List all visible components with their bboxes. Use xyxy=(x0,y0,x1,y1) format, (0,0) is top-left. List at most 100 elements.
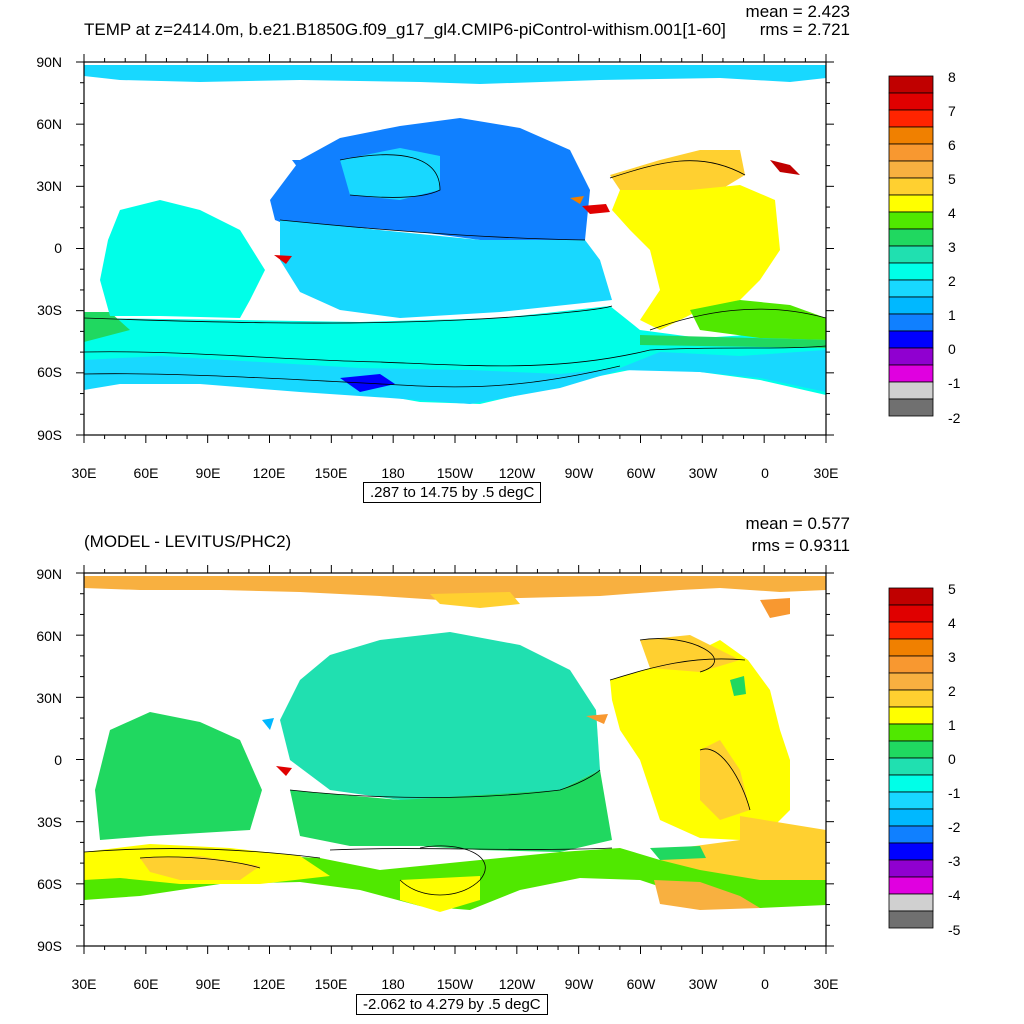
bottom-colorbar-labels: 5 4 3 2 1 0 -1 -2 -3 -4 -5 xyxy=(948,581,961,938)
top-contour-info: .287 to 14.75 by .5 degC xyxy=(363,482,542,503)
colorbar-swatch xyxy=(888,143,934,162)
colorbar-swatch xyxy=(888,774,934,793)
top-lat-label: 0 xyxy=(54,240,62,256)
bottom-lat-label: 90N xyxy=(36,566,62,582)
colorbar-swatch xyxy=(888,842,934,861)
top-colorbar-label: 8 xyxy=(948,69,956,85)
top-lat-label: 60N xyxy=(36,116,62,132)
bottom-colorbar-label: -4 xyxy=(948,887,961,903)
top-colorbar xyxy=(888,75,934,417)
colorbar-swatch xyxy=(888,194,934,213)
bottom-lon-label: 120W xyxy=(499,976,536,992)
top-panel-title: TEMP at z=2414.0m, b.e21.B1850G.f09_g17_… xyxy=(84,20,726,39)
colorbar-swatch xyxy=(888,740,934,759)
bottom-colorbar-label: 2 xyxy=(948,683,956,699)
bottom-colorbar-label: 4 xyxy=(948,615,956,631)
top-lon-label: 30E xyxy=(72,465,97,481)
bottom-lat-labels: 90N 60N 30N 0 30S 60S 90S xyxy=(36,566,62,954)
top-lat-label: 60S xyxy=(37,364,62,380)
bottom-lon-label: 30E xyxy=(814,976,839,992)
colorbar-swatch xyxy=(888,262,934,281)
bottom-mean-stat: mean = 0.577 xyxy=(745,514,850,533)
top-colorbar-label: 4 xyxy=(948,205,956,221)
top-colorbar-label: 1 xyxy=(948,307,956,323)
bottom-colorbar-label: -3 xyxy=(948,853,961,869)
colorbar-swatch xyxy=(888,893,934,912)
bottom-lat-label: 30S xyxy=(37,814,62,830)
bottom-lat-label: 60S xyxy=(37,876,62,892)
bottom-lon-label: 30E xyxy=(72,976,97,992)
top-lon-label: 0 xyxy=(761,465,769,481)
colorbar-swatch xyxy=(888,621,934,640)
colorbar-swatch xyxy=(888,808,934,827)
colorbar-swatch xyxy=(888,910,934,929)
top-lon-label: 150W xyxy=(437,465,474,481)
bottom-lon-label: 150E xyxy=(315,976,348,992)
colorbar-swatch xyxy=(888,109,934,128)
colorbar-swatch xyxy=(888,313,934,332)
colorbar-swatch xyxy=(888,689,934,708)
bottom-contour-info: -2.062 to 4.279 by .5 degC xyxy=(356,994,548,1015)
top-map xyxy=(83,61,827,436)
top-lon-label: 150E xyxy=(315,465,348,481)
top-lon-label: 90W xyxy=(565,465,595,481)
top-lon-label: 30E xyxy=(814,465,839,481)
colorbar-swatch xyxy=(888,160,934,179)
bottom-lon-label: 120E xyxy=(253,976,286,992)
top-colorbar-label: -2 xyxy=(948,410,961,426)
colorbar-swatch xyxy=(888,604,934,623)
colorbar-swatch xyxy=(888,723,934,742)
colorbar-swatch xyxy=(888,296,934,315)
top-colorbar-label: 0 xyxy=(948,341,956,357)
top-colorbar-labels: 8 7 6 5 4 3 2 1 0 -1 -2 xyxy=(948,69,961,426)
colorbar-swatch xyxy=(888,825,934,844)
top-colorbar-label: 2 xyxy=(948,273,956,289)
top-lat-label: 90S xyxy=(37,427,62,443)
bottom-panel-title: (MODEL - LEVITUS/PHC2) xyxy=(84,532,292,551)
bottom-colorbar-label: 1 xyxy=(948,717,956,733)
colorbar-swatch xyxy=(888,279,934,298)
colorbar-swatch xyxy=(888,876,934,895)
top-colorbar-label: -1 xyxy=(948,375,961,391)
bottom-rms-stat: rms = 0.9311 xyxy=(751,536,850,555)
top-axes xyxy=(76,54,834,443)
bottom-colorbar-label: 0 xyxy=(948,751,956,767)
colorbar-swatch xyxy=(888,672,934,691)
top-lat-label: 90N xyxy=(36,54,62,70)
top-lat-label: 30S xyxy=(37,302,62,318)
top-lon-label: 120E xyxy=(253,465,286,481)
bottom-colorbar-label: 3 xyxy=(948,649,956,665)
bottom-lat-label: 90S xyxy=(37,938,62,954)
bottom-lat-label: 60N xyxy=(36,628,62,644)
bottom-map xyxy=(83,572,827,947)
bottom-lon-labels: 30E 60E 90E 120E 150E 180 150W 120W 90W … xyxy=(72,976,839,992)
top-rms-stat: rms = 2.721 xyxy=(759,20,850,39)
top-lon-label: 30W xyxy=(689,465,719,481)
top-mean-stat: mean = 2.423 xyxy=(745,2,850,21)
top-contours xyxy=(83,154,827,388)
colorbar-swatch xyxy=(888,364,934,383)
bottom-axes xyxy=(76,565,834,954)
colorbar-swatch xyxy=(888,228,934,247)
bottom-lon-label: 60E xyxy=(134,976,159,992)
colorbar-swatch xyxy=(888,655,934,674)
bottom-lon-label: 60W xyxy=(627,976,657,992)
bottom-colorbar-label: -5 xyxy=(948,922,961,938)
bottom-lon-label: 150W xyxy=(437,976,474,992)
bottom-contours xyxy=(83,638,751,896)
top-colorbar-label: 5 xyxy=(948,171,956,187)
colorbar-swatch xyxy=(888,381,934,400)
colorbar-swatch xyxy=(888,398,934,417)
top-colorbar-label: 7 xyxy=(948,103,956,119)
bottom-ocean-field xyxy=(84,576,826,912)
bottom-lon-label: 30W xyxy=(689,976,719,992)
top-colorbar-label: 3 xyxy=(948,239,956,255)
bottom-colorbar xyxy=(888,587,934,929)
colorbar-swatch xyxy=(888,245,934,264)
top-lon-label: 120W xyxy=(499,465,536,481)
colorbar-swatch xyxy=(888,859,934,878)
colorbar-swatch xyxy=(888,757,934,776)
top-lon-label: 60W xyxy=(627,465,657,481)
top-lat-labels: 90N 60N 30N 0 30S 60S 90S xyxy=(36,54,62,443)
